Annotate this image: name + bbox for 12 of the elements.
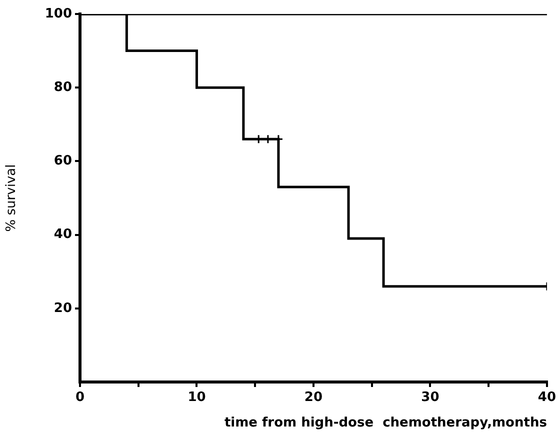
y-tick-label: 80 [54,80,72,95]
x-tick-label: 30 [421,390,440,406]
x-tick-label: 40 [538,390,556,406]
y-tick-label: 40 [54,227,72,242]
x-tick-label: 10 [188,390,206,406]
y-tick-label: 20 [54,300,72,316]
y-tick-label: 60 [54,154,72,169]
x-tick-label: 20 [304,390,323,406]
y-tick-label: 100 [44,6,72,22]
y-axis-title: % survival [4,164,20,232]
x-tick-label: 0 [75,390,85,406]
x-axis-title: time from high-dose chemotherapy,months [224,416,548,431]
